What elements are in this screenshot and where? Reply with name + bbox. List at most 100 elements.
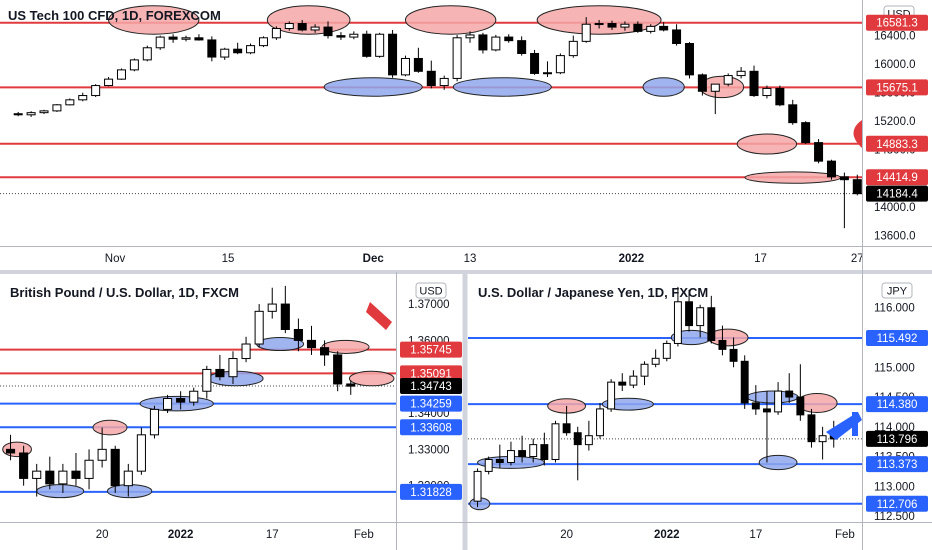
bullish-candle — [581, 23, 591, 42]
support-zone-ellipse — [106, 484, 153, 499]
bearish-candle — [13, 113, 23, 116]
bullish-candle — [568, 40, 578, 57]
time-tick-label: Feb — [835, 529, 855, 541]
bearish-candle — [814, 142, 824, 162]
last-price-label: 14184.4 — [876, 189, 918, 201]
level-price-label: 113.373 — [877, 459, 918, 471]
gbpusd-price-axis[interactable]: 1.370001.360001.350001.340001.330001.320… — [400, 282, 462, 500]
bullish-candle — [452, 37, 462, 79]
bullish-candle — [123, 470, 133, 487]
bearish-candle — [740, 360, 749, 404]
bearish-candle — [168, 36, 178, 40]
level-price-tag — [866, 79, 928, 96]
bearish-candle — [633, 23, 643, 32]
last-price-tag — [866, 185, 928, 202]
level-price-tag — [400, 419, 462, 436]
level-price-tag — [400, 341, 462, 358]
bearish-candle — [19, 452, 29, 479]
bullish-candle — [818, 435, 827, 443]
usdjpy-chart-panel[interactable]: 116.000115.500115.000114.500114.000113.5… — [468, 282, 928, 541]
usdjpy-plot-area[interactable] — [468, 286, 862, 511]
bullish-candle — [696, 307, 705, 327]
level-price-label: 15675.1 — [876, 82, 918, 94]
level-price-label: 1.31828 — [410, 487, 452, 499]
level-price-label: 1.33608 — [410, 422, 452, 434]
support-zone-ellipse — [758, 454, 798, 471]
bullish-candle — [375, 33, 385, 57]
bullish-candle — [640, 363, 649, 377]
bearish-candle — [5, 448, 16, 454]
gbpusd-plot-area[interactable] — [0, 285, 396, 499]
bullish-candle — [491, 36, 501, 51]
currency-label: JPY — [887, 286, 908, 298]
bullish-candle — [646, 25, 656, 32]
bearish-candle — [807, 414, 816, 443]
price-tick-label: 113.000 — [874, 481, 915, 493]
nasdaq-chart-panel[interactable]: 13600.014000.014400.014800.015200.015600… — [0, 5, 928, 265]
time-tick-label: 2022 — [654, 529, 680, 541]
bullish-candle — [65, 99, 75, 106]
price-tick-label: 13600.0 — [874, 230, 916, 242]
nasdaq-plot-area[interactable] — [0, 5, 862, 229]
resistance-zone-ellipse — [108, 5, 200, 35]
bearish-candle — [297, 23, 307, 31]
bullish-candle — [584, 435, 593, 446]
bullish-candle — [84, 459, 94, 479]
level-price-tag — [866, 169, 928, 186]
resistance-zone-ellipse — [348, 370, 395, 387]
bullish-candle — [271, 28, 281, 39]
bearish-candle — [323, 26, 333, 37]
bullish-candle — [310, 26, 320, 31]
bearish-candle — [530, 52, 540, 74]
usdjpy-time-axis[interactable]: 20 2022 17 Feb — [560, 529, 855, 541]
nasdaq-price-axis[interactable]: 13600.014000.014400.014800.015200.015600… — [866, 5, 928, 242]
gbpusd-chart-title: British Pound / U.S. Dollar, 1D, FXCM — [10, 285, 239, 300]
bearish-candle — [751, 402, 760, 410]
level-price-label: 114.380 — [877, 399, 918, 411]
bullish-candle — [58, 470, 68, 485]
time-tick-label: 17 — [266, 529, 279, 541]
bullish-candle — [662, 342, 671, 359]
bearish-candle — [729, 348, 738, 362]
last-price-label: 113.796 — [877, 434, 918, 446]
bearish-candle — [45, 470, 55, 485]
bearish-candle — [618, 381, 627, 386]
time-tick-label: 13 — [464, 253, 477, 265]
bullish-candle — [39, 110, 49, 114]
last-price-tag — [866, 430, 928, 447]
time-tick-label: Feb — [354, 529, 374, 541]
bullish-candle — [629, 375, 638, 386]
usdjpy-price-axis[interactable]: 116.000115.500115.000114.500114.000113.5… — [866, 282, 928, 523]
price-tick-label: 15200.0 — [874, 116, 916, 128]
time-tick-label: 15 — [222, 253, 235, 265]
support-zone-ellipse — [642, 77, 685, 97]
bearish-candle — [607, 23, 617, 28]
bullish-candle — [26, 112, 36, 116]
time-tick-label: 2022 — [168, 529, 194, 541]
bearish-candle — [839, 176, 849, 181]
bearish-candle — [707, 307, 716, 341]
support-zone-ellipse — [36, 484, 85, 499]
bullish-candle — [507, 450, 515, 463]
gbpusd-chart-panel[interactable]: 1.370001.360001.350001.340001.330001.320… — [0, 282, 462, 541]
level-price-tag — [866, 495, 928, 512]
nasdaq-time-axis[interactable]: Nov 15 Dec 13 2022 17 27 — [105, 253, 864, 265]
resistance-zone-ellipse — [744, 171, 842, 184]
price-tick-label: 116.000 — [874, 303, 915, 315]
bullish-candle — [596, 408, 604, 437]
last-price-label: 1.34743 — [410, 381, 452, 393]
bullish-candle — [136, 434, 146, 472]
gbpusd-time-axis[interactable]: 20 2022 17 Feb — [96, 529, 374, 541]
bearish-candle — [775, 87, 785, 106]
bearish-candle — [110, 448, 120, 487]
nasdaq-chart-title: US Tech 100 CFD, 1D, FOREXCOM — [8, 8, 221, 23]
support-zone-ellipse — [323, 77, 423, 97]
bearish-candle — [685, 301, 693, 327]
resistance-zone-ellipse — [321, 339, 370, 354]
bearish-candle — [413, 57, 423, 72]
level-price-label: 14414.9 — [876, 172, 918, 184]
level-price-tag — [400, 395, 462, 412]
bearish-candle — [207, 39, 217, 58]
resistance-zone-ellipse — [736, 133, 798, 155]
